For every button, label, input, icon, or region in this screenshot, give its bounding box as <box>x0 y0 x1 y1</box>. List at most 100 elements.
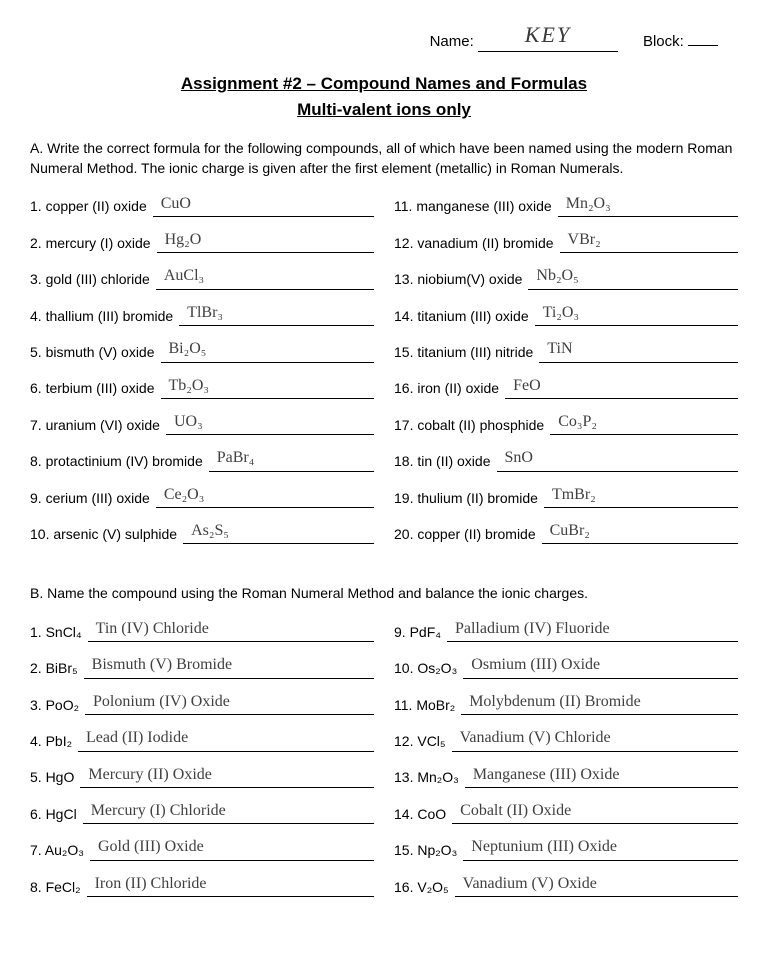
item-label: 4. thallium (III) bromide <box>30 307 179 327</box>
item-answer: Manganese (III) Oxide <box>465 764 738 788</box>
item-answer: Vanadium (V) Chloride <box>452 727 738 751</box>
section-b: B. Name the compound using the Roman Num… <box>30 584 738 909</box>
item-label: 1. copper (II) oxide <box>30 197 153 217</box>
worksheet-item: 11. manganese (III) oxideMn₂O₃ <box>394 193 738 217</box>
item-label: 8. protactinium (IV) bromide <box>30 452 209 472</box>
item-label: 19. thulium (II) bromide <box>394 489 544 509</box>
item-label: 11. manganese (III) oxide <box>394 197 558 217</box>
item-answer: Lead (II) Iodide <box>78 727 374 751</box>
worksheet-item: 9. cerium (III) oxideCe₂O₃ <box>30 484 374 508</box>
item-label: 2. mercury (I) oxide <box>30 234 157 254</box>
item-label: 14. titanium (III) oxide <box>394 307 535 327</box>
item-label: 4. PbI₂ <box>30 732 78 752</box>
item-answer: CuO <box>153 193 374 217</box>
worksheet-item: 3. gold (III) chlorideAuCl₃ <box>30 265 374 289</box>
item-label: 5. HgO <box>30 768 80 788</box>
name-label: Name: <box>430 33 474 50</box>
item-label: 13. niobium(V) oxide <box>394 270 528 290</box>
item-label: 11. MoBr₂ <box>394 696 461 716</box>
worksheet-item: 12. vanadium (II) bromideVBr₂ <box>394 229 738 253</box>
section-b-right-col: 9. PdF₄Palladium (IV) Fluoride 10. Os₂O₃O… <box>394 618 738 909</box>
item-answer: Vanadium (V) Oxide <box>455 873 738 897</box>
section-b-columns: 1. SnCl₄Tin (IV) Chloride2. BiBr₅Bismuth… <box>30 618 738 909</box>
worksheet-item: 16. iron (II) oxideFeO <box>394 375 738 399</box>
item-label: 16. V₂O₅ <box>394 878 455 898</box>
item-answer: FeO <box>505 375 738 399</box>
section-b-intro: B. Name the compound using the Roman Num… <box>30 584 738 604</box>
header-line: Name: KEY Block: <box>30 20 738 52</box>
item-answer: Co₃P₂ <box>550 411 738 435</box>
worksheet-item: 1. SnCl₄Tin (IV) Chloride <box>30 618 374 642</box>
page-title: Assignment #2 – Compound Names and Formu… <box>30 72 738 96</box>
worksheet-item: 1. copper (II) oxideCuO <box>30 193 374 217</box>
worksheet-item: 20. copper (II) bromideCuBr₂ <box>394 520 738 544</box>
item-answer: Neptunium (III) Oxide <box>463 836 738 860</box>
worksheet-item: 2. mercury (I) oxideHg₂O <box>30 229 374 253</box>
worksheet-item: 7. uranium (VI) oxideUO₃ <box>30 411 374 435</box>
worksheet-item: 8. protactinium (IV) bromidePaBr₄ <box>30 447 374 471</box>
worksheet-item: 18. tin (II) oxideSnO <box>394 447 738 471</box>
item-answer: As₂S₅ <box>183 520 374 544</box>
worksheet-item: 14. titanium (III) oxideTi₂O₃ <box>394 302 738 326</box>
name-value: KEY <box>478 20 618 52</box>
worksheet-item: 5. HgOMercury (II) Oxide <box>30 764 374 788</box>
worksheet-item: 15. Np₂O₃Neptunium (III) Oxide <box>394 836 738 860</box>
block-label: Block: <box>643 33 684 50</box>
section-a-intro: A. Write the correct formula for the fol… <box>30 139 738 178</box>
worksheet-item: 13. Mn₂O₃Manganese (III) Oxide <box>394 764 738 788</box>
section-a-left-col: 1. copper (II) oxideCuO 2. mercury (I) ox… <box>30 193 374 557</box>
item-answer: Nb₂O₅ <box>528 265 738 289</box>
worksheet-item: 8. FeCl₂Iron (II) Chloride <box>30 873 374 897</box>
worksheet-item: 6. HgClMercury (I) Chloride <box>30 800 374 824</box>
item-label: 6. terbium (III) oxide <box>30 379 161 399</box>
item-answer: Mn₂O₃ <box>558 193 738 217</box>
worksheet-item: 3. PoO₂Polonium (IV) Oxide <box>30 691 374 715</box>
item-label: 12. VCl₅ <box>394 732 452 752</box>
section-a-columns: 1. copper (II) oxideCuO 2. mercury (I) ox… <box>30 193 738 557</box>
item-answer: TmBr₂ <box>544 484 738 508</box>
worksheet-item: 11. MoBr₂Molybdenum (II) Bromide <box>394 691 738 715</box>
item-answer: Gold (III) Oxide <box>90 836 374 860</box>
item-answer: PaBr₄ <box>209 447 374 471</box>
item-label: 8. FeCl₂ <box>30 878 87 898</box>
worksheet-item: 4. thallium (III) bromideTlBr₃ <box>30 302 374 326</box>
worksheet-item: 14. CoOCobalt (II) Oxide <box>394 800 738 824</box>
item-label: 1. SnCl₄ <box>30 623 88 643</box>
item-label: 18. tin (II) oxide <box>394 452 497 472</box>
worksheet-item: 6. terbium (III) oxideTb₂O₃ <box>30 375 374 399</box>
page-subtitle: Multi-valent ions only <box>30 98 738 122</box>
item-label: 9. cerium (III) oxide <box>30 489 156 509</box>
worksheet-item: 7. Au₂O₃Gold (III) Oxide <box>30 836 374 860</box>
item-answer: Mercury (II) Oxide <box>80 764 374 788</box>
item-label: 3. PoO₂ <box>30 696 85 716</box>
item-answer: Molybdenum (II) Bromide <box>461 691 738 715</box>
worksheet-item: 16. V₂O₅Vanadium (V) Oxide <box>394 873 738 897</box>
item-answer: SnO <box>497 447 739 471</box>
item-label: 3. gold (III) chloride <box>30 270 156 290</box>
item-label: 14. CoO <box>394 805 452 825</box>
worksheet-item: 10. Os₂O₃Osmium (III) Oxide <box>394 654 738 678</box>
item-label: 17. cobalt (II) phosphide <box>394 416 550 436</box>
item-answer: VBr₂ <box>560 229 738 253</box>
worksheet-item: 12. VCl₅Vanadium (V) Chloride <box>394 727 738 751</box>
worksheet-item: 13. niobium(V) oxideNb₂O₅ <box>394 265 738 289</box>
item-label: 12. vanadium (II) bromide <box>394 234 560 254</box>
item-answer: Cobalt (II) Oxide <box>452 800 738 824</box>
item-label: 5. bismuth (V) oxide <box>30 343 161 363</box>
worksheet-item: 9. PdF₄Palladium (IV) Fluoride <box>394 618 738 642</box>
item-label: 9. PdF₄ <box>394 623 447 643</box>
item-label: 16. iron (II) oxide <box>394 379 505 399</box>
item-label: 6. HgCl <box>30 805 83 825</box>
item-answer: CuBr₂ <box>542 520 738 544</box>
item-label: 13. Mn₂O₃ <box>394 768 465 788</box>
worksheet-item: 17. cobalt (II) phosphideCo₃P₂ <box>394 411 738 435</box>
item-answer: AuCl₃ <box>156 265 374 289</box>
item-answer: Tb₂O₃ <box>161 375 375 399</box>
item-answer: TiN <box>539 338 738 362</box>
item-label: 7. uranium (VI) oxide <box>30 416 166 436</box>
item-answer: Bi₂O₅ <box>161 338 375 362</box>
item-label: 15. Np₂O₃ <box>394 841 463 861</box>
worksheet-item: 4. PbI₂Lead (II) Iodide <box>30 727 374 751</box>
item-answer: TlBr₃ <box>179 302 374 326</box>
worksheet-item: 19. thulium (II) bromideTmBr₂ <box>394 484 738 508</box>
